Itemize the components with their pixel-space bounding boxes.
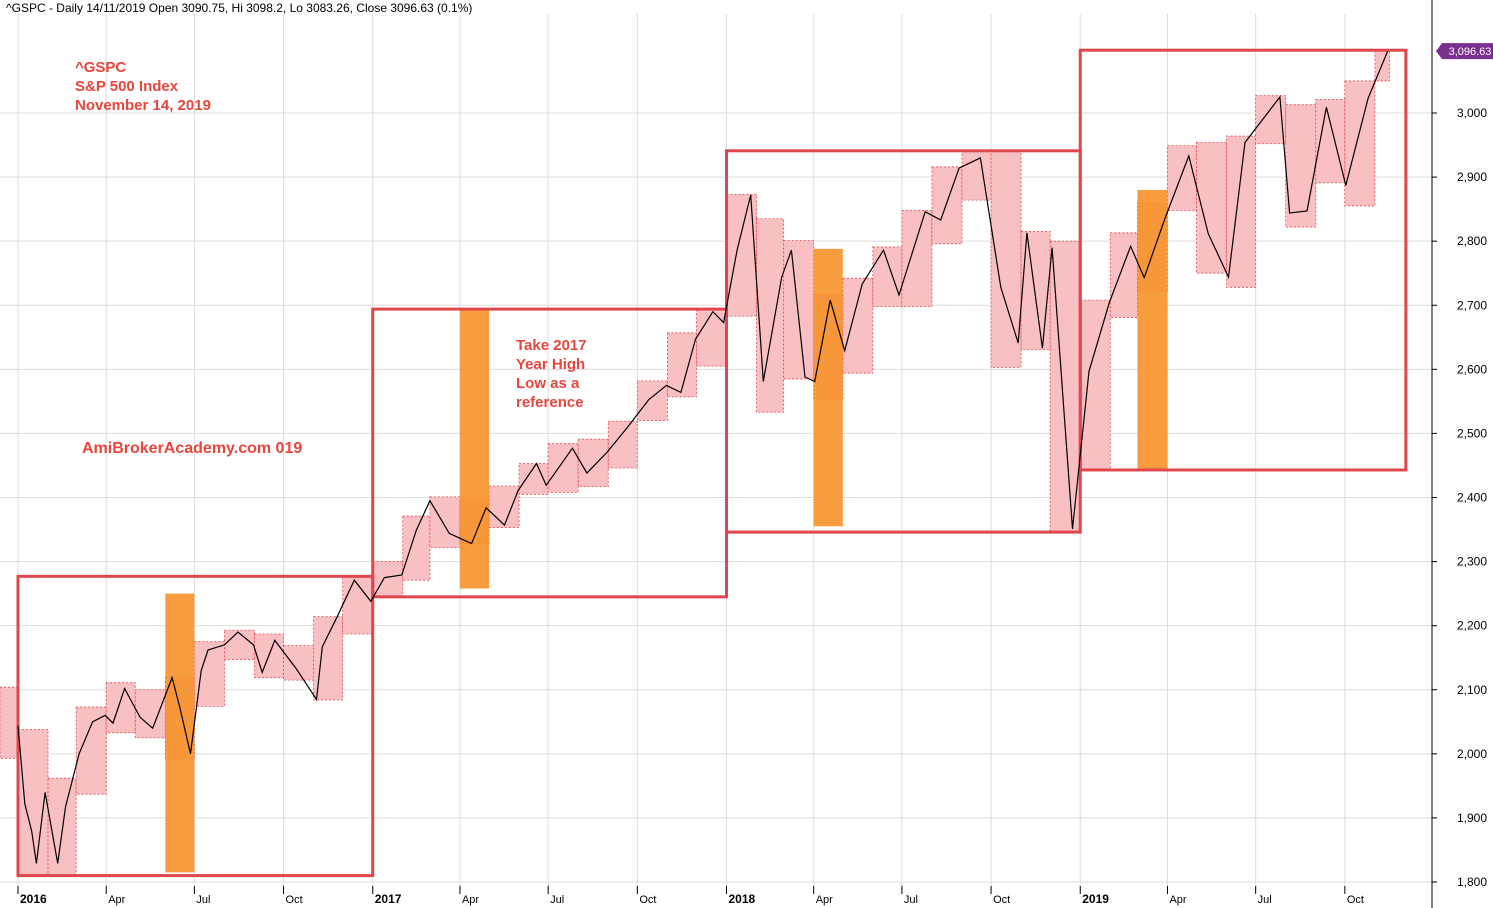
x-tick-label: Jul <box>196 894 210 906</box>
x-tick-label: Oct <box>1347 894 1364 906</box>
note-line-4: reference <box>516 394 584 411</box>
y-tick-label: 2,900 <box>1457 170 1487 184</box>
highlight-bar <box>1137 189 1168 469</box>
highlight-bars <box>165 189 1168 873</box>
highlight-bar <box>165 593 195 873</box>
x-tick-label: 2019 <box>1082 892 1109 906</box>
y-tick-label: 2,200 <box>1457 619 1487 633</box>
monthly-range-boxes <box>0 49 1390 876</box>
month-range-box <box>547 443 579 493</box>
note-annotation: Take 2017 Year High Low as a reference <box>516 336 587 412</box>
y-tick-label: 2,800 <box>1457 234 1487 248</box>
month-range-box <box>488 485 520 529</box>
yearly-range-boxes <box>16 48 1408 878</box>
month-range-box <box>842 277 874 374</box>
month-range-box <box>1196 142 1227 274</box>
title-annotation: ^GSPC S&P 500 Index November 14, 2019 <box>75 58 211 115</box>
note-line-1: Take 2017 <box>516 337 587 354</box>
x-tick-label: Apr <box>108 894 125 906</box>
x-tick-label: 2018 <box>728 892 755 906</box>
x-tick-label: Oct <box>639 894 656 906</box>
highlight-bar <box>813 248 843 527</box>
month-range-box <box>193 641 225 707</box>
month-range-box <box>429 496 461 548</box>
month-range-box <box>756 218 785 413</box>
chart-header: ^GSPC - Daily 14/11/2019 Open 3090.75, H… <box>6 1 473 15</box>
y-tick-label: 2,400 <box>1457 491 1487 505</box>
month-range-box <box>1079 299 1111 471</box>
note-line-2: Year High <box>516 356 586 373</box>
x-tick-label: Jul <box>550 894 564 906</box>
x-tick-label: 2017 <box>375 892 402 906</box>
last-price-tag-shape <box>1436 43 1493 60</box>
year-range-box <box>1078 48 1408 472</box>
month-range-box <box>872 246 903 307</box>
y-tick-label: 2,300 <box>1457 555 1487 569</box>
month-range-box <box>0 686 19 759</box>
x-tick-label: 2016 <box>20 892 47 906</box>
month-range-box <box>105 682 136 734</box>
last-price-label: 3,096.63 <box>1449 46 1492 58</box>
month-range-box <box>577 438 609 488</box>
month-range-box <box>696 308 727 367</box>
y-tick-label: 1,900 <box>1457 811 1487 825</box>
price-line <box>17 51 1389 864</box>
month-range-box <box>372 561 404 598</box>
y-tick-label: 2,100 <box>1457 683 1487 697</box>
title-line-3: November 14, 2019 <box>75 97 211 114</box>
month-range-box <box>134 689 166 739</box>
title-line-1: ^GSPC <box>75 59 127 76</box>
month-range-box <box>961 150 992 201</box>
y-tick-label: 2,600 <box>1457 362 1487 376</box>
month-range-box <box>931 166 963 245</box>
month-range-box <box>636 380 668 422</box>
month-range-box <box>1344 80 1376 207</box>
month-range-box <box>402 515 431 581</box>
month-range-box <box>47 777 77 876</box>
month-range-box <box>75 706 107 795</box>
last-price-tag: 3,096.63 <box>1436 43 1493 60</box>
x-tick-label: Apr <box>1169 894 1186 906</box>
x-tick-label: Oct <box>286 894 303 906</box>
y-tick-label: 2,700 <box>1457 298 1487 312</box>
month-range-box <box>283 645 315 681</box>
x-tick-label: Apr <box>816 894 833 906</box>
x-axis-ticks: 2016 Apr Jul Oct 2017 Apr Jul Oct 2018 Apr Jul Oct 2… <box>17 886 1364 906</box>
x-tick-label: Oct <box>993 894 1010 906</box>
note-line-3: Low as a <box>516 375 580 392</box>
month-range-box <box>783 240 815 380</box>
month-range-box <box>901 210 933 307</box>
y-axis-ticks: 1,800 1,900 2,000 2,100 2,200 2,300 2,400 2,500… <box>1432 106 1487 889</box>
x-tick-label: Jul <box>904 894 918 906</box>
month-range-box <box>1285 104 1317 228</box>
highlight-bar <box>459 308 490 589</box>
month-range-box <box>224 629 255 661</box>
y-tick-label: 2,500 <box>1457 426 1487 440</box>
month-range-box <box>1109 232 1138 318</box>
x-tick-label: Jul <box>1258 894 1272 906</box>
y-tick-label: 2,000 <box>1457 747 1487 761</box>
site-annotation: AmiBrokerAcademy.com 019 <box>82 440 303 457</box>
month-range-box <box>990 151 1022 368</box>
y-tick-label: 1,800 <box>1457 875 1487 889</box>
month-range-box <box>342 575 374 635</box>
x-tick-label: Apr <box>462 894 479 906</box>
title-line-2: S&P 500 Index <box>75 78 179 95</box>
y-tick-label: 3,000 <box>1457 106 1487 120</box>
month-range-box <box>1226 135 1257 288</box>
